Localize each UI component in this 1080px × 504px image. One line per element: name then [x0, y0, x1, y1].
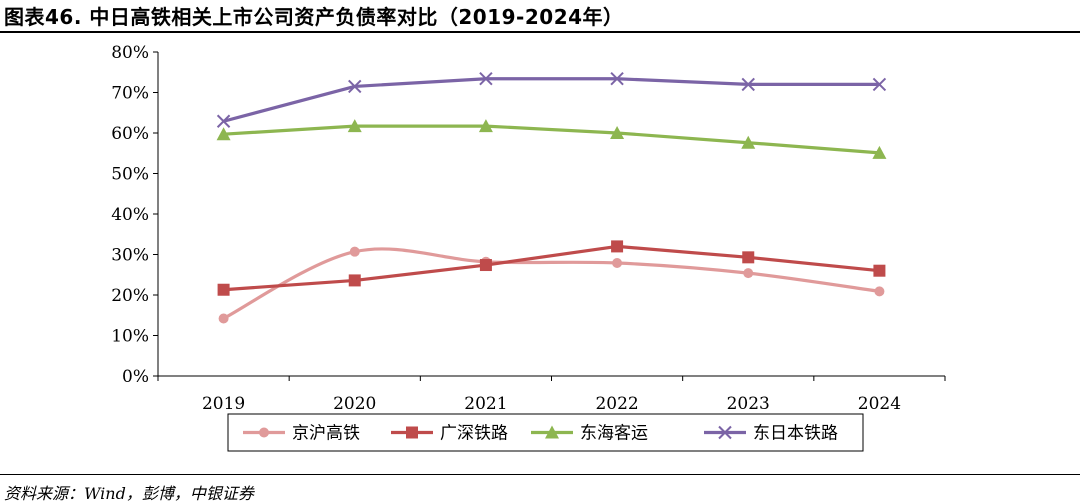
data-point-2022 [612, 258, 623, 269]
legend-label: 东海客运 [580, 424, 648, 444]
legend-marker [259, 427, 269, 438]
marker-stroke [718, 425, 732, 440]
x-tick-label: 2021 [464, 394, 507, 414]
data-point-2023 [741, 77, 755, 92]
y-tick-label: 10% [111, 327, 149, 347]
marker-stroke [741, 77, 755, 92]
data-point-2020 [349, 246, 360, 257]
series-4 [216, 72, 887, 128]
series-group [216, 72, 887, 324]
data-point-2024 [872, 145, 887, 159]
series-line [223, 244, 880, 292]
series-line [223, 124, 880, 155]
marker-stroke [216, 114, 231, 128]
debt-ratio-line-chart: 0% 10% 20% 30% 40% 50% 60% 70% 80% 2019 2020 2021 20… [111, 43, 946, 452]
header-rule [0, 31, 1080, 33]
data-point-2021 [478, 119, 493, 133]
y-tick-label: 30% [111, 246, 149, 266]
legend-item-3: 东海客运 [531, 424, 648, 444]
marker-stroke [348, 79, 362, 94]
y-tick-label: 70% [111, 84, 149, 104]
legend-marker [718, 425, 732, 440]
data-point-2024 [874, 286, 885, 297]
series-3 [216, 119, 887, 159]
y-tick-label: 20% [111, 286, 149, 306]
y-tick-label: 60% [111, 124, 149, 144]
figure-header: 图表46. 中日高铁相关上市公司资产负债率对比（2019-2024年） [0, 0, 1080, 31]
series-1 [218, 246, 885, 324]
data-point-2023 [742, 251, 755, 264]
series-2 [217, 240, 886, 296]
data-point-2024 [873, 264, 886, 277]
x-tick-label: 2024 [858, 394, 901, 414]
data-point-2020 [348, 79, 362, 94]
legend-marker [406, 426, 418, 439]
data-point-2021 [479, 72, 493, 86]
legend-label: 京沪高铁 [292, 424, 360, 444]
legend-marker [545, 425, 559, 439]
y-tick-label: 40% [111, 205, 149, 225]
data-point-2021 [479, 259, 492, 272]
legend-item-4: 东日本铁路 [704, 424, 838, 444]
legend: 京沪高铁 广深铁路 东海客运 东日本铁路 [227, 413, 864, 452]
legend-item-1: 京沪高铁 [243, 424, 360, 444]
y-tick-label: 50% [111, 165, 149, 185]
x-tick-label: 2023 [727, 394, 770, 414]
data-point-2023 [741, 135, 756, 149]
legend-label: 广深铁路 [440, 424, 508, 444]
x-tick-label: 2020 [333, 394, 376, 414]
marker-stroke [610, 72, 624, 86]
data-point-2022 [610, 126, 625, 139]
x-tick-label: 2019 [202, 394, 245, 414]
marker-stroke [479, 72, 493, 86]
data-point-2019 [216, 127, 231, 141]
data-point-2022 [610, 72, 624, 86]
data-point-2022 [611, 240, 624, 253]
figure-title: 图表46. 中日高铁相关上市公司资产负债率对比（2019-2024年） [4, 5, 624, 29]
source-note: 资料来源：Wind，彭博，中银证券 [4, 484, 254, 503]
series-line [223, 77, 880, 123]
data-point-2019 [217, 283, 230, 296]
data-point-2023 [743, 268, 754, 279]
marker-stroke [872, 77, 887, 92]
chart-area: 0% 10% 20% 30% 40% 50% 60% 70% 80% 2019 2020 2021 20… [0, 33, 1080, 473]
y-tick-label: 0% [122, 367, 149, 387]
x-tick-label: 2022 [595, 394, 638, 414]
data-point-2020 [347, 119, 362, 133]
data-point-2019 [216, 114, 231, 128]
y-tick-label: 80% [111, 43, 149, 63]
data-point-2024 [872, 77, 887, 92]
data-point-2020 [348, 274, 361, 287]
series-line [222, 247, 880, 320]
axes-group: 0% 10% 20% 30% 40% 50% 60% 70% 80% 2019 2020 2021 20… [111, 43, 946, 414]
data-point-2019 [218, 313, 229, 324]
footer-rule [0, 474, 1080, 475]
legend-label: 东日本铁路 [753, 424, 838, 444]
legend-item-2: 广深铁路 [391, 424, 508, 444]
